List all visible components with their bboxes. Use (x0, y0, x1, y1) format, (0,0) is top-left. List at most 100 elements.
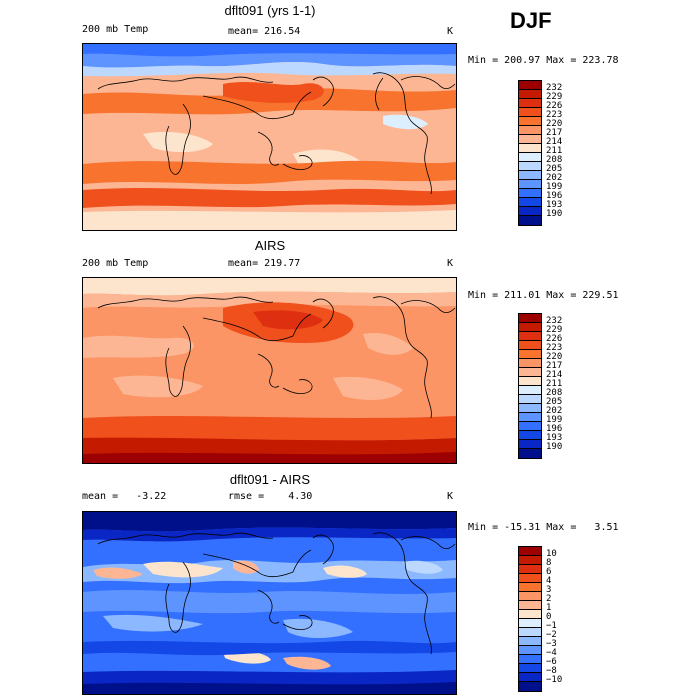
colorbar-swatch (519, 574, 541, 583)
colorbar-level-label: 4 (546, 576, 552, 586)
colorbar-swatch (519, 422, 541, 431)
colorbar-swatch (519, 162, 541, 171)
colorbar-level-label: −1 (546, 621, 557, 631)
colorbar-swatch (519, 341, 541, 350)
colorbar-level-label: −2 (546, 630, 557, 640)
panel1-mean-label: mean= 216.54 (228, 26, 301, 37)
colorbar-swatch (519, 395, 541, 404)
colorbar-level-label: 205 (546, 164, 563, 174)
colorbar-swatch (519, 377, 541, 386)
panel1-map (82, 43, 457, 231)
colorbar-swatch (519, 664, 541, 673)
colorbar-level-label: 1 (546, 603, 552, 613)
panel1-colorbar (518, 80, 542, 226)
colorbar-level-label: −4 (546, 648, 557, 658)
colorbar-level-label: −6 (546, 657, 557, 667)
colorbar-level-label: 205 (546, 397, 563, 407)
colorbar-level-label: 190 (546, 442, 563, 452)
colorbar-level-label: 202 (546, 173, 563, 183)
colorbar-swatch (519, 673, 541, 682)
colorbar-level-label: 211 (546, 146, 563, 156)
colorbar-level-label: 2 (546, 594, 552, 604)
panel3-mean-label: mean = -3.22 (82, 491, 167, 502)
colorbar-level-label: 232 (546, 316, 563, 326)
colorbar-level-label: 196 (546, 191, 563, 201)
colorbar-swatch (519, 135, 541, 144)
colorbar-swatch (519, 601, 541, 610)
colorbar-swatch (519, 180, 541, 189)
panel1-variable-label: 200 mb Temp (82, 24, 149, 35)
colorbar-level-label: 190 (546, 209, 563, 219)
colorbar-swatch (519, 619, 541, 628)
colorbar-swatch (519, 81, 541, 90)
colorbar-level-label: 226 (546, 101, 563, 111)
colorbar-level-label: 196 (546, 424, 563, 434)
colorbar-level-label: 193 (546, 200, 563, 210)
panel2-title: AIRS (254, 238, 286, 253)
colorbar-level-label: 8 (546, 558, 552, 568)
colorbar-swatch (519, 359, 541, 368)
colorbar-level-label: 208 (546, 155, 563, 165)
colorbar-level-label: 10 (546, 549, 557, 559)
colorbar-level-label: 202 (546, 406, 563, 416)
colorbar-swatch (519, 440, 541, 449)
colorbar-swatch (519, 117, 541, 126)
colorbar-level-label: 220 (546, 119, 563, 129)
panel2-mean-label: mean= 219.77 (228, 258, 301, 269)
colorbar-level-label: 223 (546, 343, 563, 353)
colorbar-swatch (519, 216, 541, 225)
colorbar-swatch (519, 323, 541, 332)
colorbar-level-label: 0 (546, 612, 552, 622)
colorbar-level-label: 217 (546, 361, 563, 371)
colorbar-swatch (519, 556, 541, 565)
colorbar-level-label: 226 (546, 334, 563, 344)
colorbar-level-label: 232 (546, 83, 563, 93)
colorbar-level-label: 3 (546, 585, 552, 595)
colorbar-level-label: 199 (546, 415, 563, 425)
colorbar-swatch (519, 583, 541, 592)
colorbar-level-label: 229 (546, 92, 563, 102)
colorbar-swatch (519, 90, 541, 99)
panel2-colorbar (518, 313, 542, 459)
panel2-map-graphic (83, 278, 456, 463)
colorbar-swatch (519, 413, 541, 422)
colorbar-swatch (519, 198, 541, 207)
colorbar-swatch (519, 610, 541, 619)
colorbar-swatch (519, 108, 541, 117)
colorbar-swatch (519, 404, 541, 413)
panel3-units-label: K (447, 491, 454, 502)
panel1-title: dflt091 (yrs 1-1) (224, 3, 316, 18)
colorbar-level-label: 211 (546, 379, 563, 389)
colorbar-swatch (519, 565, 541, 574)
panel2-map (82, 277, 457, 464)
colorbar-level-label: 193 (546, 433, 563, 443)
colorbar-swatch (519, 386, 541, 395)
colorbar-level-label: 229 (546, 325, 563, 335)
colorbar-swatch (519, 350, 541, 359)
colorbar-level-label: 217 (546, 128, 563, 138)
colorbar-swatch (519, 144, 541, 153)
panel3-map-graphic (83, 512, 456, 694)
panel3-colorbar (518, 546, 542, 692)
panel1-minmax-label: Min = 200.97 Max = 223.78 (468, 55, 619, 66)
panel2-minmax-label: Min = 211.01 Max = 229.51 (468, 290, 619, 301)
colorbar-level-label: −3 (546, 639, 557, 649)
panel3-map (82, 511, 457, 695)
colorbar-level-label: −10 (546, 675, 563, 685)
colorbar-level-label: 223 (546, 110, 563, 120)
colorbar-swatch (519, 628, 541, 637)
colorbar-swatch (519, 314, 541, 323)
colorbar-swatch (519, 431, 541, 440)
colorbar-level-label: 208 (546, 388, 563, 398)
colorbar-swatch (519, 126, 541, 135)
colorbar-swatch (519, 189, 541, 198)
panel1-map-graphic (83, 44, 456, 230)
panel1-units-label: K (447, 26, 454, 37)
colorbar-swatch (519, 547, 541, 556)
colorbar-level-label: 214 (546, 370, 563, 380)
panel2-units-label: K (447, 258, 454, 269)
colorbar-swatch (519, 592, 541, 601)
colorbar-level-label: 220 (546, 352, 563, 362)
colorbar-swatch (519, 682, 541, 691)
